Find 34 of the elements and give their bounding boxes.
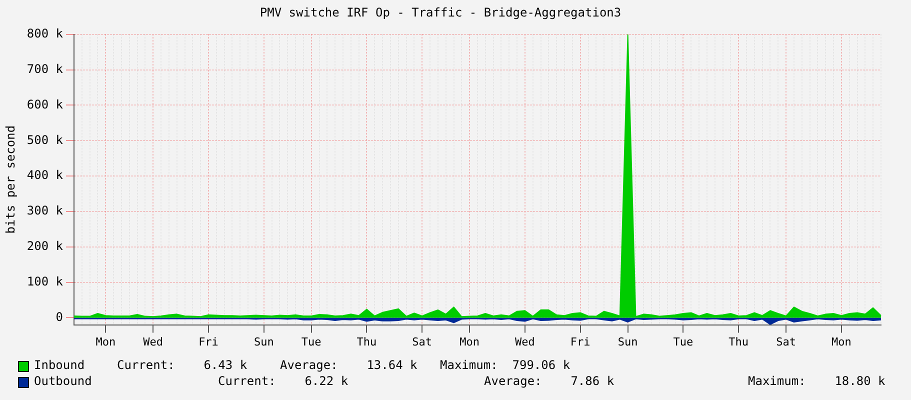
x-tick-label: Thu <box>356 335 377 348</box>
x-tick-label: Sat <box>776 335 796 348</box>
x-tick-label: Fri <box>198 335 218 348</box>
legend-label: Inbound <box>34 358 85 372</box>
x-tick-label: Thu <box>728 335 749 348</box>
y-tick-label: 0 <box>56 310 63 324</box>
x-tick-label: Tue <box>673 335 694 348</box>
x-tick-label: Sat <box>412 335 432 348</box>
x-tick-label: Fri <box>570 335 590 348</box>
chart-title: PMV switche IRF Op - Traffic - Bridge-Aggregation3 <box>260 5 622 20</box>
x-tick-label: Tue <box>301 335 322 348</box>
text: Current: 6.43 k <box>117 358 248 372</box>
y-tick-label: 600 k <box>26 97 64 112</box>
y-axis-title: bits per second <box>3 125 18 234</box>
y-tick-label: 400 k <box>26 168 64 182</box>
x-tick-label: Sun <box>618 335 638 348</box>
text: Maximum: 18.80 k <box>748 374 886 388</box>
y-tick-label: 800 k <box>26 26 64 41</box>
x-tick-label: Mon <box>832 335 852 348</box>
legend-label: Outbound <box>34 374 92 388</box>
y-tick-label: 200 k <box>26 239 64 254</box>
y-tick-label: 500 k <box>26 132 64 147</box>
x-tick-label: Wed <box>143 335 164 348</box>
text: Maximum: 799.06 k <box>440 358 570 372</box>
y-tick-label: 100 k <box>26 274 64 288</box>
x-tick-label: Wed <box>515 335 535 348</box>
x-tick-label: Mon <box>96 335 116 348</box>
text: Average: 13.64 k <box>280 358 418 372</box>
y-tick-label: 300 k <box>26 204 64 218</box>
text: Current: 6.22 k <box>218 374 348 388</box>
x-tick-label: Sun <box>254 335 274 348</box>
x-tick-label: Mon <box>460 335 480 348</box>
text: Average: 7.86 k <box>484 374 614 388</box>
y-tick-label: 700 k <box>26 62 64 76</box>
